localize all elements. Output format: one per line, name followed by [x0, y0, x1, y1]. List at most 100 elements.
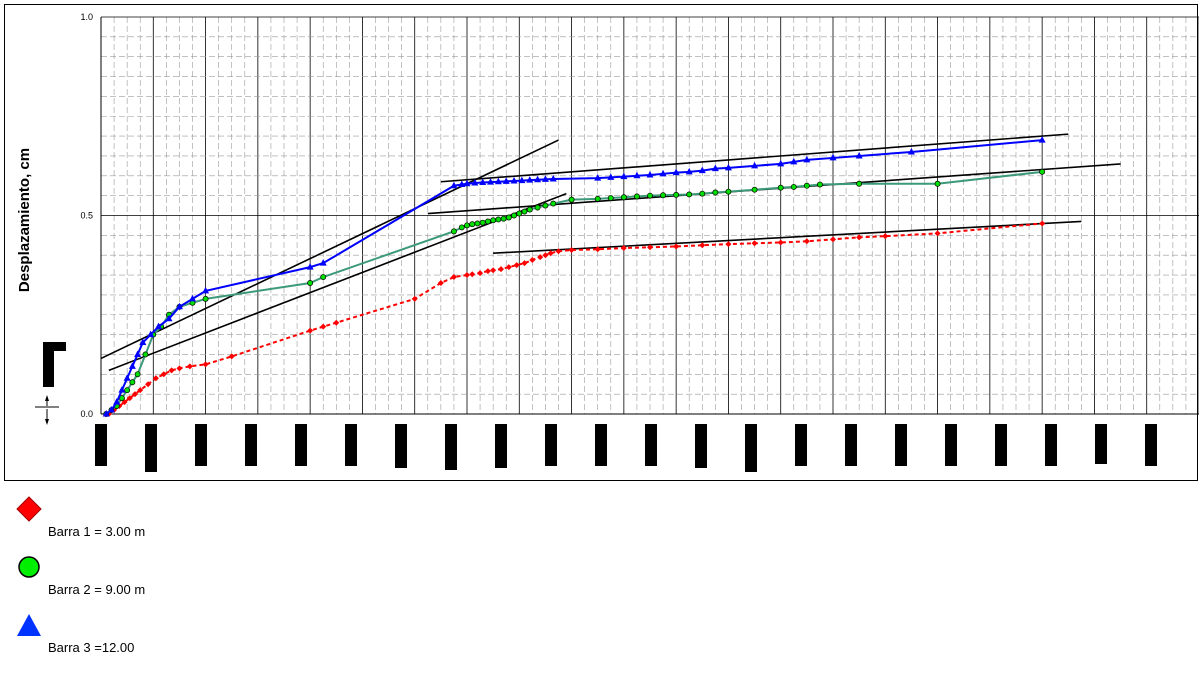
data-point-barra-1 — [131, 391, 138, 398]
data-point-barra-3 — [724, 163, 732, 171]
data-point-barra-3 — [534, 175, 542, 183]
data-point-barra-1 — [484, 268, 491, 275]
data-point-barra-1 — [411, 295, 418, 302]
data-point-barra-1 — [555, 248, 562, 255]
data-point-barra-2 — [500, 215, 507, 222]
data-point-barra-3 — [620, 172, 628, 180]
data-point-barra-3 — [790, 157, 798, 165]
data-point-barra-3 — [202, 286, 210, 294]
data-point-barra-2 — [134, 371, 141, 378]
data-point-barra-1 — [137, 387, 144, 394]
y-tick-label: 0.5 — [80, 211, 93, 221]
data-point-barra-2 — [934, 180, 941, 187]
data-point-barra-1 — [568, 247, 575, 254]
data-point-barra-3 — [907, 147, 915, 155]
x-tick-block — [745, 424, 757, 472]
data-point-barra-1 — [673, 243, 680, 250]
data-point-barra-3 — [633, 171, 641, 179]
data-point-barra-3 — [541, 175, 549, 182]
data-point-barra-1 — [803, 238, 810, 245]
data-point-barra-3 — [319, 259, 327, 266]
data-point-barra-2 — [450, 228, 457, 235]
x-tick-block — [995, 424, 1007, 466]
data-point-barra-3 — [711, 164, 719, 172]
data-point-barra-2 — [790, 183, 797, 190]
data-point-barra-2 — [607, 195, 614, 201]
data-point-barra-3 — [855, 151, 863, 159]
data-point-barra-3 — [175, 302, 183, 310]
data-point-barra-1 — [126, 395, 133, 402]
data-point-barra-1 — [505, 264, 512, 271]
data-point-barra-2 — [124, 387, 131, 394]
legend: Barra 1 = 3.00 m Barra 2 = 9.00 m Barra … — [16, 496, 416, 670]
data-point-barra-1 — [307, 327, 314, 334]
data-point-barra-2 — [542, 202, 549, 209]
x-tick-block — [895, 424, 907, 466]
data-point-barra-3 — [107, 406, 115, 413]
data-point-barra-3 — [463, 179, 471, 187]
data-point-barra-3 — [479, 178, 487, 186]
chart-frame: 0.0 0.5 1.0 Desplazamiento, cm — [4, 4, 1199, 481]
chart-svg: 0.0 0.5 1.0 Desplazamiento, cm — [16, 12, 1199, 472]
data-point-barra-1 — [320, 323, 327, 330]
series-line-2 — [105, 170, 1043, 415]
data-point-barra-3 — [487, 178, 495, 185]
x-tick-block — [195, 424, 207, 466]
data-point-barra-1 — [160, 371, 167, 378]
x-tick-block — [145, 424, 157, 472]
data-point-barra-1 — [477, 270, 484, 277]
y-tick-labels: 0.0 0.5 1.0 — [80, 12, 93, 419]
data-point-barra-2 — [511, 212, 518, 219]
legend-label: Barra 2 = 9.00 m — [48, 582, 146, 597]
x-tick-block — [1145, 424, 1157, 466]
data-point-barra-2 — [686, 191, 693, 198]
data-point-barra-3 — [672, 168, 680, 176]
data-point-barra-2 — [856, 180, 863, 187]
data-point-barra-3 — [549, 174, 557, 182]
data-point-barra-3 — [659, 169, 667, 177]
series-line-1 — [108, 222, 1043, 415]
x-tick-block — [495, 424, 507, 468]
data-point-barra-2 — [816, 181, 823, 188]
data-point-barra-1 — [777, 239, 784, 246]
data-point-barra-1 — [882, 233, 889, 240]
data-point-barra-1 — [594, 246, 601, 253]
data-point-barra-3 — [751, 161, 759, 169]
data-point-barra-1 — [333, 319, 340, 326]
x-tick-block — [595, 424, 607, 466]
data-point-barra-1 — [542, 252, 549, 259]
diamond-icon — [16, 496, 42, 522]
circle-icon — [18, 556, 40, 578]
data-point-barra-2 — [129, 379, 136, 386]
data-point-barra-3 — [494, 177, 502, 185]
data-point-barra-3 — [526, 176, 534, 183]
series-layer — [102, 136, 1046, 417]
data-point-barra-2 — [751, 186, 758, 193]
data-point-barra-1 — [830, 236, 836, 243]
data-point-barra-3 — [594, 174, 602, 181]
data-point-barra-2 — [777, 184, 784, 191]
data-point-barra-2 — [516, 210, 523, 217]
data-point-barra-2 — [320, 274, 327, 280]
data-point-barra-2 — [142, 351, 149, 358]
data-point-barra-2 — [474, 220, 481, 227]
data-point-barra-2 — [673, 191, 680, 198]
data-point-barra-3 — [803, 155, 811, 163]
data-point-barra-1 — [202, 361, 209, 368]
data-point-barra-2 — [490, 217, 497, 224]
data-point-barra-1 — [450, 274, 457, 281]
data-point-barra-1 — [497, 266, 504, 273]
data-point-barra-1 — [934, 230, 941, 237]
data-point-barra-3 — [123, 374, 131, 381]
legend-item-barra-3: Barra 3 =12.00 — [16, 612, 416, 670]
data-point-barra-3 — [698, 166, 706, 174]
data-point-barra-1 — [529, 256, 536, 263]
data-point-barra-3 — [1038, 136, 1046, 143]
x-tick-block — [345, 424, 357, 466]
x-tick-block — [295, 424, 307, 466]
x-tick-block — [795, 424, 807, 466]
data-point-barra-2 — [534, 204, 541, 211]
data-point-barra-2 — [458, 224, 465, 231]
data-point-barra-2 — [550, 200, 557, 207]
decorative-block — [43, 342, 54, 387]
